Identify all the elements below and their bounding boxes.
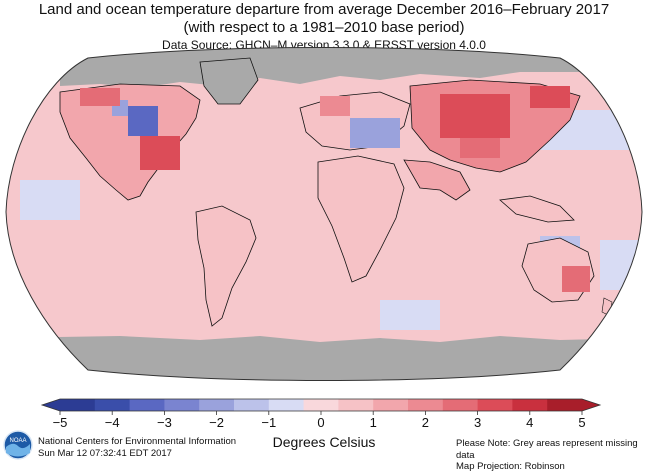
south-america-land	[195, 205, 257, 327]
title-line-2: (with respect to a 1981–2010 base period…	[183, 19, 465, 36]
colorbar-tick-label: 0	[317, 415, 324, 430]
colorbar-tick-label: 4	[526, 415, 533, 430]
colorbar-right-arrow	[582, 399, 600, 411]
warm-anomaly-northeast-asia	[530, 86, 570, 108]
colorbar-cell	[234, 399, 270, 411]
colorbar-tick-label: 5	[578, 415, 585, 430]
colorbar-tick-label: 3	[474, 415, 481, 430]
arabia-india-land	[403, 159, 471, 201]
colorbar-ticks: −5 −4 −3 −2 −1 0 1 2 3 4 5	[53, 411, 586, 430]
noaa-logo-lettering: NOAA	[9, 438, 26, 444]
colorbar-cell	[547, 399, 583, 411]
colorbar-cell	[512, 399, 548, 411]
colorbar-cell	[303, 399, 339, 411]
warm-anomaly-siberia	[440, 94, 510, 138]
map-outline	[5, 47, 643, 381]
colorbar-cell	[442, 399, 479, 411]
warm-anomaly-alaska	[80, 88, 120, 106]
warm-anomaly-eastern-australia	[562, 266, 590, 292]
maritime-southeast-asia-land	[499, 195, 575, 223]
colorbar-cell	[94, 399, 131, 411]
colorbar-tick-label: −2	[209, 415, 224, 430]
colorbar-cell	[338, 399, 374, 411]
title-line-1: Land and ocean temperature departure fro…	[38, 1, 610, 18]
color-scale-bar: −5 −4 −3 −2 −1 0 1 2 3 4 5	[40, 398, 602, 430]
pale-patch-east-pacific	[20, 180, 80, 220]
africa-land	[317, 155, 405, 283]
map-title: Land and ocean temperature departure fro…	[0, 1, 648, 37]
cool-anomaly-eastern-europe	[350, 118, 400, 148]
colorbar-tick-label: 2	[422, 415, 429, 430]
org-name-label: National Centers for Environmental Infor…	[38, 436, 237, 447]
warm-anomaly-scandinavia	[320, 96, 350, 116]
greenland-land	[199, 57, 259, 105]
colorbar-tick-label: −5	[53, 415, 68, 430]
colorbar-cell	[129, 399, 165, 411]
footer-notes: Please Note: Grey areas represent missin…	[456, 438, 648, 473]
warm-anomaly-eastern-us	[140, 136, 180, 170]
arctic-missing-data	[60, 47, 600, 88]
timestamp-label: Sun Mar 12 07:32:41 EDT 2017	[38, 447, 172, 459]
missing-data-note: Please Note: Grey areas represent missin…	[456, 438, 638, 461]
colorbar-left-arrow	[42, 399, 60, 411]
noaa-logo: NOAA	[3, 430, 33, 465]
colorbar-tick-label: 1	[370, 415, 377, 430]
colorbar-cell	[164, 399, 200, 411]
colorbar-cells	[40, 398, 602, 412]
footer-credits: National Centers for Environmental Infor…	[38, 436, 236, 459]
projection-note: Map Projection: Robinson	[456, 461, 565, 472]
pale-patch-south-indian	[380, 300, 440, 330]
colorbar-cell	[268, 399, 305, 411]
colorbar-cell	[373, 399, 409, 411]
colorbar-cell	[408, 399, 444, 411]
colorbar-tick-label: −3	[157, 415, 172, 430]
colorbar-tick-label: −1	[261, 415, 276, 430]
cold-anomaly-northeast-canada	[128, 106, 158, 136]
colorbar-cell	[60, 399, 96, 411]
colorbar-tick-label: −4	[105, 415, 120, 430]
colorbar-units-label: Degrees Celsius	[272, 434, 376, 450]
warm-anomaly-central-asia	[460, 138, 500, 158]
temperature-anomaly-map	[5, 47, 643, 381]
colorbar-cell	[199, 399, 235, 411]
north-america-land	[59, 83, 201, 201]
colorbar-cell	[477, 399, 513, 411]
